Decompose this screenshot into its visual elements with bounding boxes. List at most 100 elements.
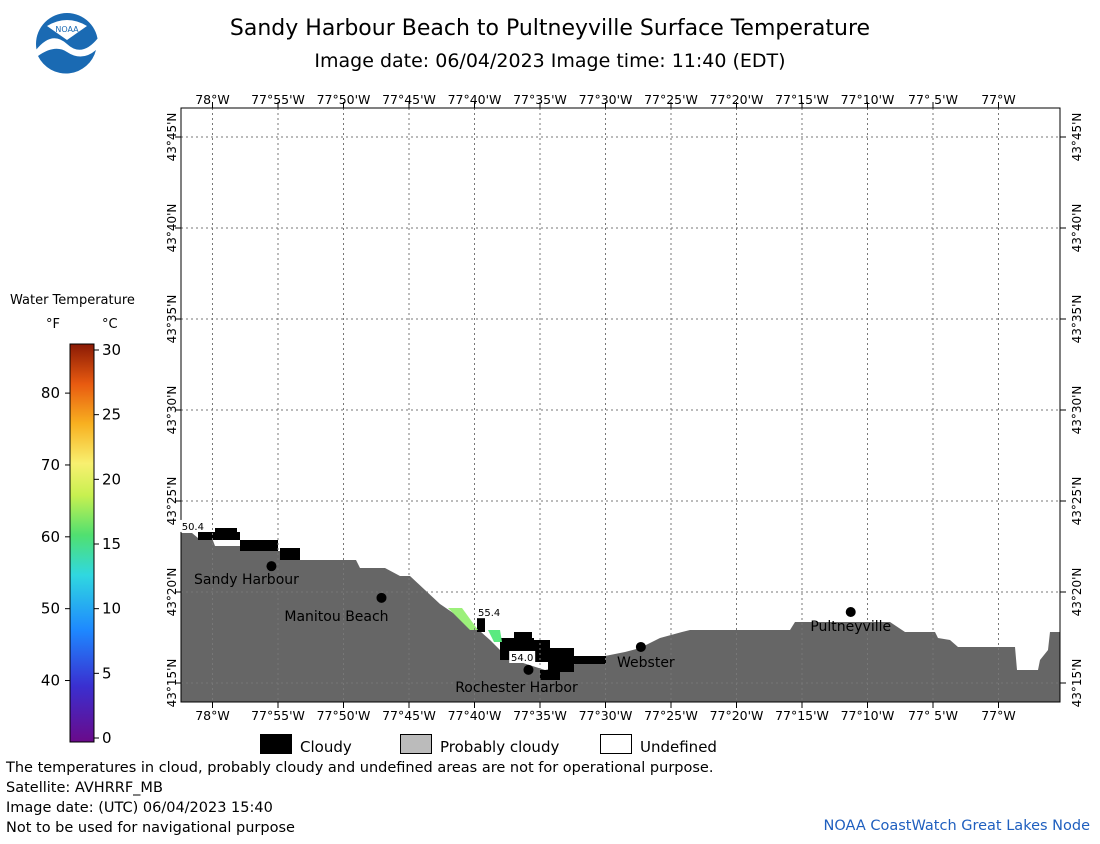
longitude-label: 77°45'W bbox=[382, 708, 436, 723]
place-name: Webster bbox=[617, 655, 675, 671]
temperature-reading: 54.0 bbox=[511, 653, 533, 664]
place-marker bbox=[376, 592, 387, 603]
longitude-label: 77°55'W bbox=[251, 708, 305, 723]
longitude-label: 77°35'W bbox=[513, 92, 567, 107]
longitude-label: 77°55'W bbox=[251, 92, 305, 107]
credit-text: NOAA CoastWatch Great Lakes Node bbox=[823, 818, 1090, 834]
latitude-label: 43°25'N bbox=[1070, 477, 1084, 526]
place-markers: Sandy Harbour Manitou Beach Rochester Harb… bbox=[194, 561, 891, 696]
colorbar-unit-f: °F bbox=[46, 317, 60, 332]
latitude-labels-right: 43°15'N 43°20'N 43°25'N 43°30'N 43°35'N 43°40… bbox=[1070, 113, 1084, 708]
longitude-label: 77° 5'W bbox=[908, 708, 958, 723]
longitude-label: 77°10'W bbox=[841, 708, 895, 723]
legend-cloudy-label: Cloudy bbox=[300, 738, 352, 756]
place-marker bbox=[635, 641, 646, 652]
colorbar-fahrenheit-ticks: 40 50 60 70 80 bbox=[41, 384, 70, 690]
colorbar-title: Water Temperature bbox=[10, 293, 135, 308]
legend-undefined-swatch bbox=[600, 734, 632, 754]
temperature-reading-box bbox=[476, 606, 503, 619]
colorbar-celsius-label: 30 bbox=[102, 341, 121, 359]
noaa-logo-icon: NOAA bbox=[36, 13, 99, 79]
latitude-label: 43°30'N bbox=[1070, 386, 1084, 435]
satellite-text: Satellite: AVHRRF_MB bbox=[6, 780, 163, 796]
colorbar-celsius-label: 15 bbox=[102, 535, 121, 553]
colorbar-celsius-ticks: 0 5 10 15 20 25 30 bbox=[94, 341, 121, 747]
temperature-reading-box bbox=[179, 519, 206, 532]
map-frame bbox=[180, 107, 1061, 703]
longitude-label: 77°20'W bbox=[710, 708, 764, 723]
longitude-label: 77°25'W bbox=[644, 708, 698, 723]
temperature-reading: 55.4 bbox=[478, 608, 500, 619]
page-subtitle: Image date: 06/04/2023 Image time: 11:40… bbox=[314, 50, 786, 72]
latitude-label: 43°15'N bbox=[165, 659, 179, 708]
place-marker bbox=[845, 607, 856, 618]
temperature-readings: 50.4 55.4 54.0 bbox=[179, 519, 536, 664]
utc-date-text: Image date: (UTC) 06/04/2023 15:40 bbox=[6, 800, 273, 816]
longitude-label: 78°W bbox=[195, 708, 230, 723]
latitude-label: 43°35'N bbox=[165, 295, 179, 344]
place-marker bbox=[266, 561, 277, 572]
longitude-label: 77°30'W bbox=[579, 92, 633, 107]
legend-probably-cloudy-label: Probably cloudy bbox=[440, 738, 560, 756]
longitude-label: 77°45'W bbox=[382, 92, 436, 107]
colorbar bbox=[69, 343, 95, 743]
latitude-label: 43°30'N bbox=[165, 386, 179, 435]
longitude-label: 77°30'W bbox=[579, 708, 633, 723]
longitude-label: 77°W bbox=[981, 708, 1016, 723]
longitude-label: 77°20'W bbox=[710, 92, 764, 107]
land-area bbox=[181, 533, 1060, 702]
longitude-label: 77°35'W bbox=[513, 708, 567, 723]
latitude-label: 43°20'N bbox=[1070, 568, 1084, 617]
place-name: Rochester Harbor bbox=[455, 680, 578, 696]
temperature-reading: 50.4 bbox=[182, 522, 204, 533]
longitude-labels-bottom: 78°W 77°55'W 77°50'W 77°45'W 77°40'W 77°35'W 7… bbox=[195, 708, 1016, 723]
latitude-label: 43°35'N bbox=[1070, 295, 1084, 344]
latitude-label: 43°45'N bbox=[165, 113, 179, 162]
longitude-label: 77°15'W bbox=[775, 92, 829, 107]
longitude-label: 77°15'W bbox=[775, 708, 829, 723]
colorbar-fahrenheit-label: 40 bbox=[41, 672, 60, 690]
latitude-label: 43°15'N bbox=[1070, 659, 1084, 708]
longitude-label: 77° 5'W bbox=[908, 92, 958, 107]
latitude-label: 43°40'N bbox=[165, 204, 179, 253]
colorbar-fahrenheit-label: 70 bbox=[41, 456, 60, 474]
place-name: Manitou Beach bbox=[284, 609, 388, 625]
longitude-label: 78°W bbox=[195, 92, 230, 107]
place-name: Pultneyville bbox=[810, 619, 891, 635]
graticule bbox=[181, 108, 1060, 702]
logo-text: NOAA bbox=[55, 25, 79, 34]
colorbar-fahrenheit-label: 80 bbox=[41, 384, 60, 402]
legend-probably-cloudy-swatch bbox=[400, 734, 432, 754]
longitude-label: 77°50'W bbox=[317, 708, 371, 723]
legend-undefined-label: Undefined bbox=[640, 738, 717, 756]
longitude-labels-top: 78°W 77°55'W 77°50'W 77°45'W 77°40'W 77°35'W 7… bbox=[195, 92, 1016, 107]
latitude-label: 43°20'N bbox=[165, 568, 179, 617]
disclaimer-text: The temperatures in cloud, probably clou… bbox=[6, 760, 714, 776]
longitude-label: 77°25'W bbox=[644, 92, 698, 107]
longitude-label: 77°W bbox=[981, 92, 1016, 107]
temperature-reading-box bbox=[509, 650, 536, 663]
longitude-label: 77°40'W bbox=[448, 708, 502, 723]
colorbar-celsius-label: 5 bbox=[102, 664, 112, 682]
colorbar-celsius-label: 0 bbox=[102, 729, 112, 747]
colorbar-fahrenheit-label: 60 bbox=[41, 528, 60, 546]
colorbar-celsius-label: 20 bbox=[102, 470, 121, 488]
place-name: Sandy Harbour bbox=[194, 572, 299, 588]
legend-cloudy-swatch bbox=[260, 734, 292, 754]
latitude-label: 43°45'N bbox=[1070, 113, 1084, 162]
longitude-label: 77°50'W bbox=[317, 92, 371, 107]
longitude-label: 77°40'W bbox=[448, 92, 502, 107]
colorbar-unit-c: °C bbox=[102, 317, 118, 332]
latitude-labels-left: 43°15'N 43°20'N 43°25'N 43°30'N 43°35'N 43°40… bbox=[165, 113, 179, 708]
latitude-label: 43°25'N bbox=[165, 477, 179, 526]
axis-ticks bbox=[175, 102, 1066, 708]
sst-pixels bbox=[448, 608, 502, 642]
navigation-note: Not to be used for navigational purpose bbox=[6, 820, 295, 836]
latitude-label: 43°40'N bbox=[1070, 204, 1084, 253]
colorbar-fahrenheit-label: 50 bbox=[41, 600, 60, 618]
colorbar-celsius-label: 25 bbox=[102, 406, 121, 424]
page-title: Sandy Harbour Beach to Pultneyville Surf… bbox=[229, 16, 871, 41]
colorbar-celsius-label: 10 bbox=[102, 600, 121, 618]
longitude-label: 77°10'W bbox=[841, 92, 895, 107]
